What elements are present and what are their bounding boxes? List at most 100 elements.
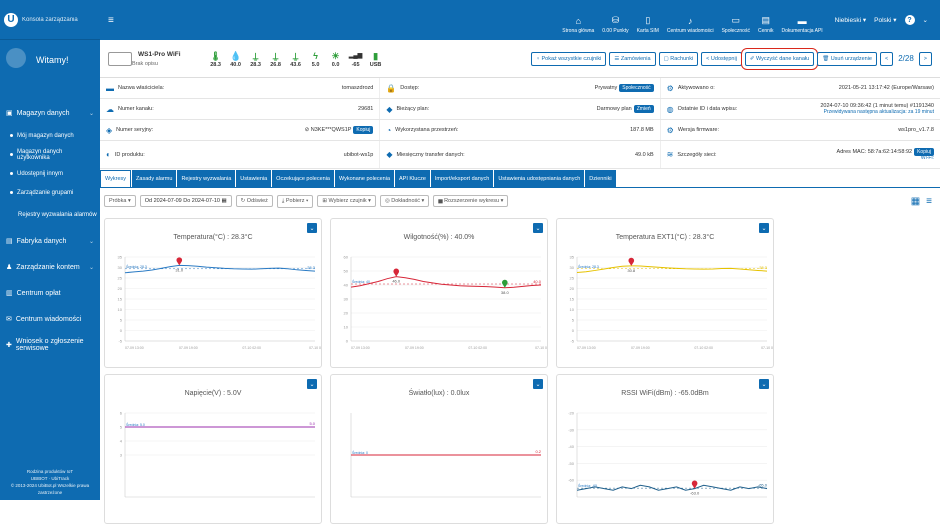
accuracy-dropdown[interactable]: ◎ Dokładność ▾ [379, 195, 430, 207]
chart-menu-chevron-icon[interactable]: ⌄ [759, 379, 769, 389]
info-label: Numer seryjny: [116, 127, 154, 133]
download-dropdown[interactable]: ⤓ Pobierz ▾ [276, 194, 314, 208]
max-marker-icon[interactable] [176, 257, 183, 266]
refresh-button[interactable]: ↻ Odśwież [235, 195, 273, 207]
tab-7[interactable]: Import/eksport danych [430, 170, 494, 187]
hamburger-icon[interactable]: ≡ [108, 14, 114, 26]
top-nav-item-3[interactable]: ♪ Centrum wiadomości [667, 16, 714, 34]
chart-menu-chevron-icon[interactable]: ⌄ [307, 379, 317, 389]
help-icon[interactable]: ? [904, 15, 915, 25]
x-tick-label: 07-10 02:00 [468, 346, 487, 350]
last-value-label: 28.3 [759, 265, 768, 270]
device-info: ▬ Nazwa właściciela: tomaszdrozd 🔒 Dostęp: Pr… [100, 78, 940, 169]
sidebar-item-1[interactable]: Mój magazyn danych [0, 126, 100, 145]
tab-5[interactable]: Wykonane polecenia [334, 170, 394, 187]
prev-device-button[interactable]: < [879, 51, 894, 66]
date-range-input[interactable]: Od 2024-07-09 Do 2024-07-10 ▦ [139, 195, 232, 207]
avatar[interactable] [6, 48, 26, 68]
sensor-value: USB [369, 61, 382, 68]
x-tick-label: 07-09 13:00 [125, 346, 144, 350]
info-value-line: ws1pro_v1.7.8 [898, 127, 934, 133]
top-nav-label: Centrum wiadomości [666, 28, 714, 34]
top-nav-item-1[interactable]: ⛁ 0.00 Punkty [602, 15, 628, 34]
average-label: Średnia: -65 [578, 483, 597, 488]
tab-6[interactable]: API Klucze [395, 170, 430, 187]
info-badge-button[interactable]: Kopiuj [353, 126, 374, 134]
device-name[interactable]: WS1-Pro WiFi [138, 50, 181, 58]
info-badge-button[interactable]: Zmień [633, 105, 654, 113]
sensor-value: 40.0 [230, 61, 241, 68]
expand-chevron-icon[interactable]: ⌄ [922, 17, 928, 24]
min-marker-icon[interactable] [502, 279, 508, 288]
chart-menu-chevron-icon[interactable]: ⌄ [759, 223, 769, 233]
info-badge-button[interactable]: Kopiuj [914, 147, 934, 156]
sensor-value: 28.3 [250, 61, 261, 68]
info-value-line: 49.0 kB [635, 152, 654, 158]
device-action-button-2[interactable]: ▢ Rachunki [658, 51, 699, 66]
lock-icon: 🔒 [386, 83, 397, 93]
tab-8[interactable]: Ustawienia udostępniania danych [494, 170, 585, 187]
sensor-value: 0.0 [331, 61, 340, 68]
top-nav-item-0[interactable]: ⌂ Strona główna [562, 16, 594, 34]
device-action-button-3[interactable]: < Udostępnij [701, 51, 742, 66]
top-nav-item-5[interactable]: ▤ Cennik [758, 15, 774, 34]
tab-4[interactable]: Oczekujące polecenia [272, 170, 334, 187]
max-label: 31.0 [175, 267, 184, 272]
sidebar-item-7[interactable]: ♟ Zarządzanie kontem ⌄ [0, 254, 100, 280]
user-panel: Witamy! [0, 40, 100, 100]
info-label: Szczegóły sieci: [677, 151, 717, 158]
y-tick-label: 3 [120, 453, 123, 458]
sidebar-item-4[interactable]: Zarządzanie grupami [0, 183, 100, 202]
max-marker-icon[interactable] [691, 480, 698, 489]
sidebar-item-10[interactable]: ✚ Wniosek o zgłoszenie serwisowe [0, 332, 100, 358]
sidebar-item-6[interactable]: ▤ Fabryka danych ⌄ [0, 228, 100, 254]
device-action-button-0[interactable]: ♀ Pokaż wszystkie czujniki [530, 51, 607, 66]
light-icon: ☀ [331, 50, 340, 61]
chart-menu-chevron-icon[interactable]: ⌄ [307, 223, 317, 233]
y-tick-label: 20 [570, 286, 575, 291]
sensor-reading: ⍊ 43.6 [289, 50, 303, 68]
tab-1[interactable]: Zasady alarmu [132, 170, 177, 187]
sample-dropdown[interactable]: Próbka ▾ [104, 195, 136, 207]
top-nav: ⌂ Strona główna ⛁ 0.00 Punkty ▯ Karta SIM ♪ Cen… [558, 0, 826, 40]
sidebar-item-9[interactable]: ✉ Centrum wiadomości [0, 306, 100, 332]
tab-2[interactable]: Rejestry wyzwalania [177, 170, 236, 187]
tab-0[interactable]: Wykresy [100, 170, 132, 187]
chart-menu-chevron-icon[interactable]: ⌄ [533, 223, 543, 233]
extended-chart-dropdown[interactable]: ▅ Rozszerzenie wykresu ▾ [433, 195, 509, 207]
sidebar-item-5[interactable]: Rejestry wyzwalania alarmów [0, 202, 100, 228]
next-device-button[interactable]: > [918, 51, 932, 66]
bullet-icon [10, 172, 13, 175]
brand-logo-icon[interactable]: U [4, 12, 18, 27]
x-tick-label: 07-09 13:00 [351, 346, 370, 350]
list-view-icon[interactable]: ≡ [926, 195, 932, 207]
user-menu[interactable]: Niebieski ▾ [834, 17, 867, 24]
chart-plot: 6 5 4 3 Średnia: 5.0 5.0 [120, 411, 316, 498]
device-action-button-4[interactable]: ✐ Wyczyść dane kanału [740, 47, 819, 70]
sidebar-item-3[interactable]: Udostępnij innym [0, 164, 100, 183]
y-tick-label: 10 [118, 307, 123, 312]
top-nav-item-6[interactable]: ▬ Dokumentacja API [782, 16, 823, 34]
min-label: 38.0 [501, 290, 510, 295]
top-nav-item-2[interactable]: ▯ Karta SIM [637, 15, 659, 34]
chart-menu-chevron-icon[interactable]: ⌄ [533, 379, 543, 389]
average-label: Średnia: 40 [352, 279, 370, 284]
grid-view-icon[interactable]: ▦ [910, 195, 921, 207]
sidebar-item-0[interactable]: ▣ Magazyn danych ⌄ [0, 100, 100, 126]
top-nav-item-4[interactable]: ▭ Społeczność [722, 15, 750, 34]
sidebar-item-8[interactable]: ▥ Centrum opłat [0, 280, 100, 306]
sidebar-item-2[interactable]: Magazyn danych użytkownika [0, 145, 100, 164]
device-action-button-5[interactable]: 🗑 Usuń urządzenie [817, 51, 877, 66]
tab-9[interactable]: Dzienniki [585, 170, 616, 187]
select-sensor-dropdown[interactable]: ⊞ Wybierz czujnik ▾ [317, 195, 376, 207]
signal-icon: ▂▄▆ [348, 52, 363, 59]
info-badge-button[interactable]: Społeczność [619, 84, 654, 92]
max-marker-icon[interactable] [628, 257, 635, 266]
device-action-button-1[interactable]: ☰ Zamówienia [609, 51, 656, 66]
y-tick-label: -30 [568, 427, 575, 432]
language-select[interactable]: Polski ▾ [874, 17, 897, 24]
max-marker-icon[interactable] [393, 268, 400, 277]
tab-3[interactable]: Ustawienia [236, 170, 272, 187]
sidebar-menu-icon: ✉ [6, 316, 12, 323]
